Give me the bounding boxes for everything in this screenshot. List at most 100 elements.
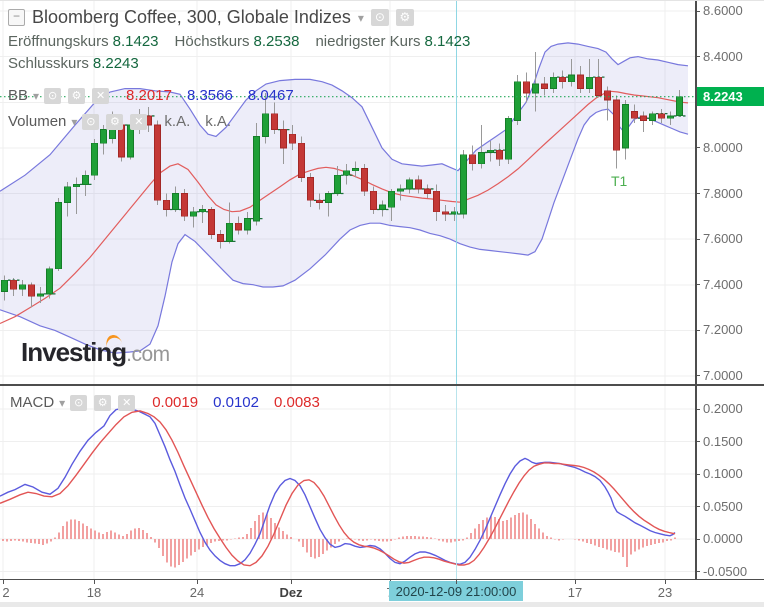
time-tick	[94, 580, 95, 584]
eye-icon[interactable]: ⊙	[44, 87, 62, 104]
time-tick	[197, 580, 198, 584]
time-tick	[575, 580, 576, 584]
macd-histogram-value: 0.0019	[152, 394, 199, 411]
close-icon[interactable]: ✕	[130, 113, 148, 130]
chevron-down-icon[interactable]: ▾	[33, 88, 40, 103]
bb-upper-value: 8.3566	[186, 87, 233, 104]
price-tick	[696, 330, 700, 331]
time-tick-label: 18	[86, 585, 102, 600]
close-icon[interactable]: ✕	[118, 394, 136, 411]
time-tick	[3, 580, 4, 584]
gear-icon[interactable]: ⚙	[94, 394, 112, 411]
macd-tick-label: -0.0500	[703, 563, 748, 579]
macd-line	[0, 407, 676, 567]
time-tick-label: 24	[189, 585, 205, 600]
price-tick-label: 7.6000	[703, 231, 743, 247]
bb-label: BB	[8, 87, 29, 104]
crosshair-timestamp-badge: 2020-12-09 21:00:00	[389, 581, 523, 601]
macd-line-value: 0.0102	[213, 394, 259, 411]
ohlc-readout: Eröffnungskurs 8.1423 Höchstkurs 8.2538 …	[8, 33, 482, 50]
macd-tick-label: 0.1000	[703, 466, 743, 481]
macd-grid	[0, 386, 695, 579]
crosshair-line	[456, 1, 457, 384]
panel-divider[interactable]	[0, 384, 764, 386]
chevron-down-icon[interactable]: ▾	[357, 10, 364, 25]
price-tick	[696, 56, 700, 57]
eye-icon[interactable]: ⊙	[70, 394, 88, 411]
low-label: niedrigster Kurs	[315, 33, 421, 50]
low-value: 8.1423	[424, 33, 471, 50]
current-price-badge: 8.2243	[696, 87, 764, 107]
macd-tick	[696, 539, 700, 540]
close-label: Schlusskurs	[8, 55, 89, 72]
macd-tick-label: 0.1500	[703, 433, 743, 449]
macd-tick-label: 0.0500	[703, 498, 743, 514]
volume-label: Volumen	[8, 113, 67, 130]
volume-indicator-row: Volumen ▾ ⊙ ⚙ ✕ k.A. k.A.	[8, 113, 231, 130]
price-tick	[696, 375, 700, 376]
gear-icon[interactable]: ⚙	[68, 87, 86, 104]
chevron-down-icon[interactable]: ▾	[71, 114, 78, 129]
macd-signal-line	[0, 410, 676, 567]
price-tick	[696, 193, 700, 194]
close-readout: Schlusskurs 8.2243	[8, 55, 151, 72]
logo-tld-text: .com	[126, 343, 170, 366]
candle-bodies	[1, 74, 683, 297]
bb-middle-value: 8.2017	[126, 87, 172, 104]
macd-tick	[696, 571, 700, 572]
macd-tick	[696, 506, 700, 507]
macd-chart[interactable]	[0, 386, 695, 579]
eye-icon[interactable]: ⊙	[370, 9, 389, 26]
time-tick-label: 17	[567, 585, 583, 600]
macd-tick-label: 0.2000	[703, 401, 743, 416]
gear-icon[interactable]: ⚙	[395, 9, 414, 26]
price-tick-label: 7.4000	[703, 276, 743, 292]
volume-value-2: k.A.	[205, 113, 232, 130]
time-tick-label: 23	[657, 585, 673, 600]
macd-indicator-row: MACD ▾ ⊙ ⚙ ✕ 0.0019 0.0102 0.0083	[10, 394, 320, 411]
price-tick-label: 8.4000	[703, 48, 743, 64]
time-tick	[291, 580, 292, 584]
macd-tick	[696, 474, 700, 475]
eye-icon[interactable]: ⊙	[82, 113, 100, 130]
price-tick	[696, 284, 700, 285]
close-value: 8.2243	[92, 55, 139, 72]
price-tick-label: 7.0000	[703, 368, 743, 383]
price-tick-label: 7.2000	[703, 322, 743, 338]
macd-signal-value: 0.0083	[273, 394, 320, 411]
price-axis-border	[695, 1, 697, 579]
open-value: 8.1423	[112, 33, 159, 50]
logo-brand-text: Investing	[21, 337, 127, 367]
gear-icon[interactable]: ⚙	[106, 113, 124, 130]
high-label: Höchstkurs	[174, 33, 250, 50]
price-tick-label: 7.8000	[703, 185, 743, 201]
price-tick	[696, 11, 700, 12]
macd-tick	[696, 409, 700, 410]
bb-lower-value: 8.0467	[247, 87, 294, 104]
investing-logo: Investing.com	[21, 332, 170, 368]
macd-histogram	[2, 512, 676, 568]
crosshair-time-tick	[456, 580, 457, 584]
t1-annotation: T1	[611, 173, 628, 189]
volume-value-1: k.A.	[164, 113, 191, 130]
bb-upper-line	[0, 42, 689, 192]
price-tick-label: 8.0000	[703, 139, 743, 155]
chart-title: Bloomberg Coffee, 300, Globale Indizes	[32, 7, 351, 27]
bb-indicator-row: BB ▾ ⊙ ⚙ ✕ 8.2017 8.3566 8.0467	[8, 87, 294, 104]
time-tick-label: Dez	[279, 585, 303, 600]
bb-middle-line	[0, 90, 689, 325]
macd-tick-label: 0.0000	[703, 531, 743, 546]
time-axis[interactable]: 2020-12-09 21:00:00 21824Dez71723	[0, 579, 764, 607]
collapse-chart-button[interactable]: −	[8, 9, 25, 26]
open-label: Eröffnungskurs	[8, 33, 109, 50]
time-tick	[665, 580, 666, 584]
crosshair-line-macd	[456, 386, 457, 579]
price-chart[interactable]: T1	[0, 1, 695, 384]
high-value: 8.2538	[253, 33, 300, 50]
axis-bottom-strip	[0, 602, 764, 607]
close-icon[interactable]: ✕	[92, 87, 110, 104]
time-tick-label: 2	[2, 585, 10, 600]
price-axis[interactable]: 8.2243 8.60008.40008.20008.00007.80007.6…	[696, 1, 764, 579]
chevron-down-icon[interactable]: ▾	[59, 395, 66, 410]
macd-tick	[696, 441, 700, 442]
